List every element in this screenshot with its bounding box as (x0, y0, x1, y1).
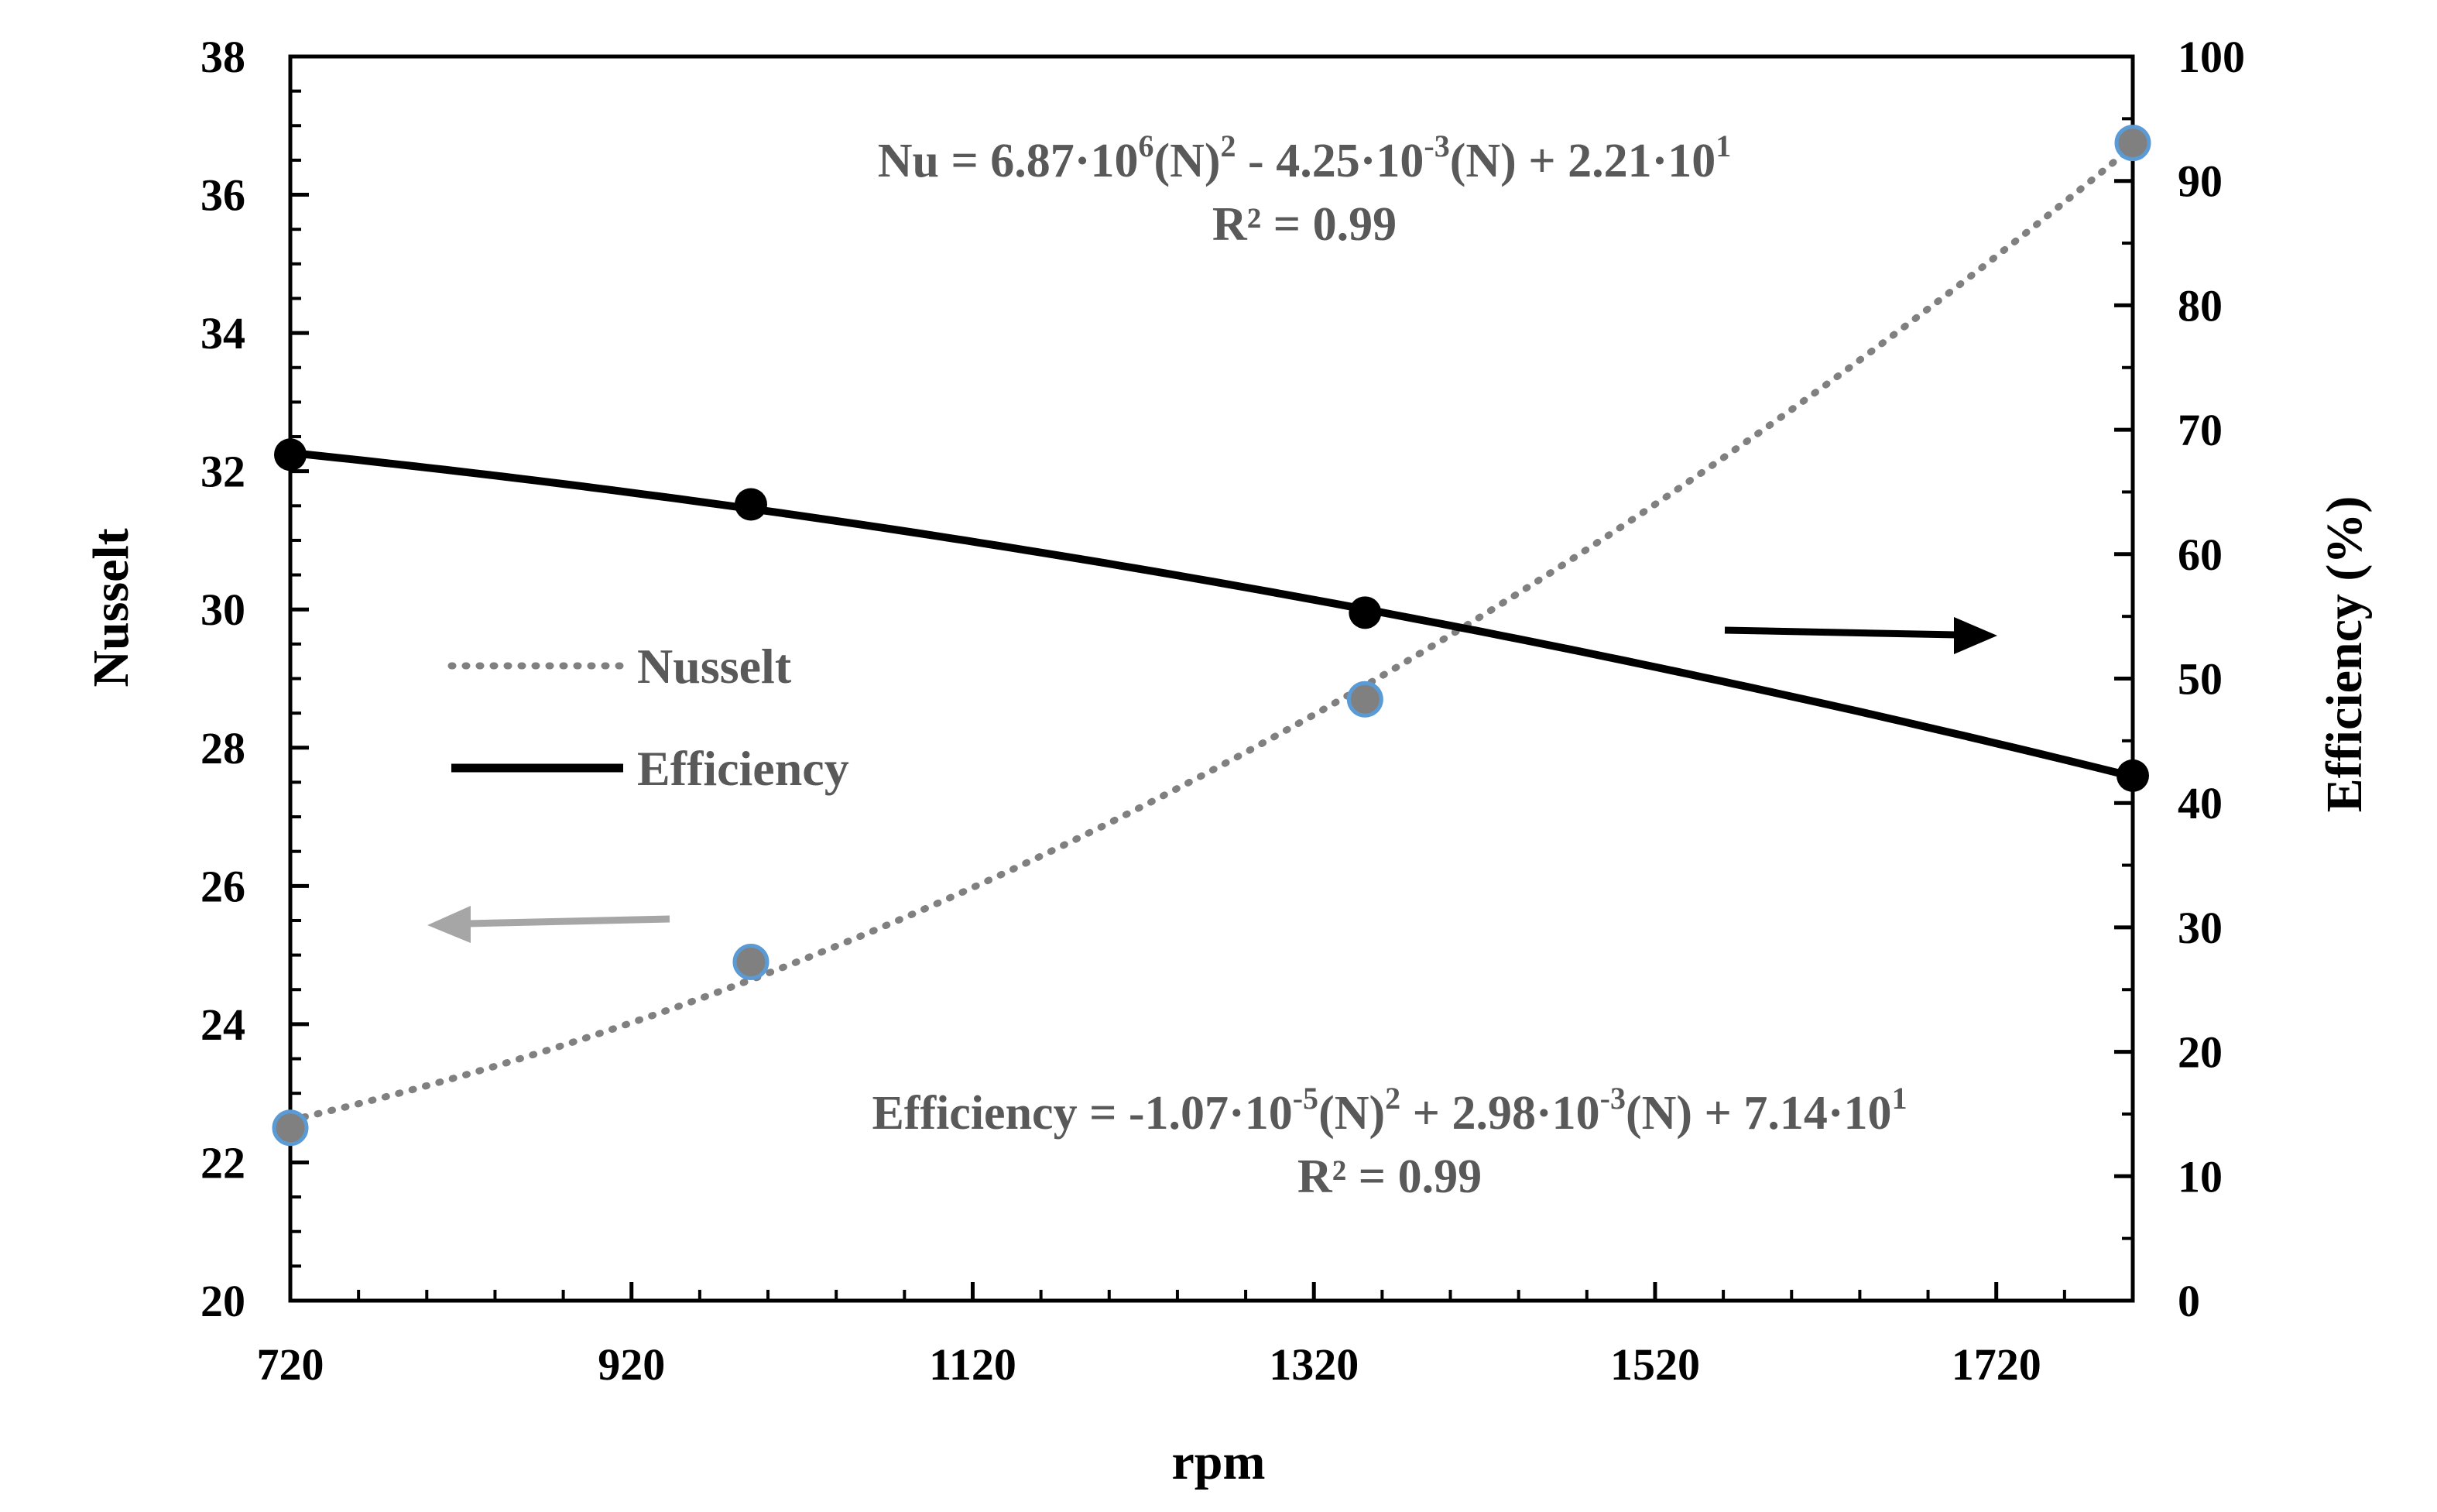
nusselt-eq-part: Nu = 6.87·10 (878, 135, 1139, 187)
data-point-efficiency (274, 438, 307, 471)
y-axis-right-title: Efficiency (%) (2316, 496, 2373, 813)
data-point-nusselt (732, 944, 769, 981)
x-tick-label: 1520 (1610, 1339, 1700, 1390)
efficiency-equation: Efficiency = -1.07·10-5(N)2 + 2.98·10-3(… (872, 1081, 1907, 1140)
nusselt-eq-exponent: 2 (1221, 129, 1236, 163)
y-right-tick-label: 100 (2178, 32, 2245, 82)
nusselt-eq-exponent: 1 (1715, 129, 1731, 163)
efficiency-eq-exponent: 2 (1385, 1081, 1400, 1116)
y-right-tick-label: 60 (2178, 530, 2223, 580)
y-left-tick-label: 38 (201, 32, 245, 82)
y-left-tick-label: 36 (201, 170, 245, 221)
nusselt-r2: R² = 0.99 (1212, 198, 1397, 251)
nusselt-eq-exponent: 6 (1138, 129, 1153, 163)
y-left-tick-label: 28 (201, 723, 245, 773)
nusselt-equation: Nu = 6.87·106(N)2 - 4.25·10-3(N) + 2.21·… (878, 129, 1732, 187)
y-axis-left-title: Nusselt (83, 528, 139, 687)
series-line-nusselt (286, 142, 2137, 1124)
y-right-tick-label: 80 (2178, 280, 2223, 331)
nusselt-eq-part: (N) + 2.21·10 (1450, 135, 1716, 187)
y-right-tick-label: 10 (2178, 1151, 2223, 1202)
legend-label-nusselt: Nusselt (637, 639, 792, 694)
x-tick-label: 1120 (929, 1339, 1016, 1390)
y-right-tick-label: 0 (2178, 1276, 2200, 1326)
right-axis: 0 10 20 30 40 50 60 70 80 90 100 (2114, 32, 2245, 1326)
data-point-nusselt (2114, 125, 2151, 162)
y-right-tick-label: 90 (2178, 156, 2223, 207)
efficiency-eq-exponent: 1 (1892, 1081, 1907, 1116)
series-line-efficiency (290, 448, 2134, 780)
x-tick-label: 1320 (1269, 1339, 1359, 1390)
bottom-axis: 720 920 1120 1320 1520 1720 (257, 1282, 2066, 1390)
series-layer (272, 125, 2151, 1147)
legend-label-efficiency: Efficiency (637, 741, 849, 796)
y-left-tick-label: 20 (201, 1276, 245, 1326)
data-point-nusselt (272, 1109, 309, 1147)
legend: Nusselt Efficiency (447, 639, 849, 796)
efficiency-eq-exponent: -5 (1293, 1081, 1318, 1116)
efficiency-eq-part: + 2.98·10 (1400, 1087, 1600, 1140)
y-right-tick-label: 50 (2178, 654, 2223, 705)
x-tick-label: 720 (257, 1339, 324, 1390)
efficiency-eq-part: (N) (1318, 1087, 1385, 1140)
data-point-efficiency (2117, 759, 2149, 792)
y-right-tick-label: 20 (2178, 1027, 2223, 1078)
efficiency-r2: R² = 0.99 (1297, 1150, 1482, 1203)
x-tick-label: 920 (598, 1339, 665, 1390)
y-left-tick-label: 26 (201, 861, 245, 911)
nusselt-eq-part: (N) (1153, 135, 1220, 187)
x-axis-title: rpm (1172, 1434, 1266, 1490)
efficiency-eq-part: (N) + 7.14·10 (1626, 1087, 1892, 1140)
y-right-tick-label: 40 (2178, 778, 2223, 828)
y-left-tick-label: 24 (201, 999, 245, 1050)
nusselt-eq-part: - 4.25·10 (1236, 135, 1424, 187)
y-right-tick-label: 30 (2178, 903, 2223, 953)
y-left-tick-label: 30 (201, 585, 245, 635)
y-left-tick-label: 34 (201, 308, 245, 358)
data-point-efficiency (735, 488, 767, 521)
right-axis-arrow (1724, 617, 1997, 654)
efficiency-eq-exponent: -3 (1600, 1081, 1626, 1116)
data-point-efficiency (1349, 596, 1382, 629)
y-right-tick-label: 70 (2178, 405, 2223, 455)
efficiency-eq-part: Efficiency = -1.07·10 (872, 1087, 1292, 1140)
data-point-nusselt (1346, 681, 1383, 718)
left-axis-arrow (427, 906, 670, 943)
x-tick-label: 1720 (1952, 1339, 2041, 1390)
nusselt-eq-exponent: -3 (1424, 129, 1449, 163)
left-axis: 20 22 24 26 28 30 32 34 36 38 (201, 32, 309, 1326)
y-left-tick-label: 32 (201, 447, 245, 497)
y-left-tick-label: 22 (201, 1137, 245, 1188)
